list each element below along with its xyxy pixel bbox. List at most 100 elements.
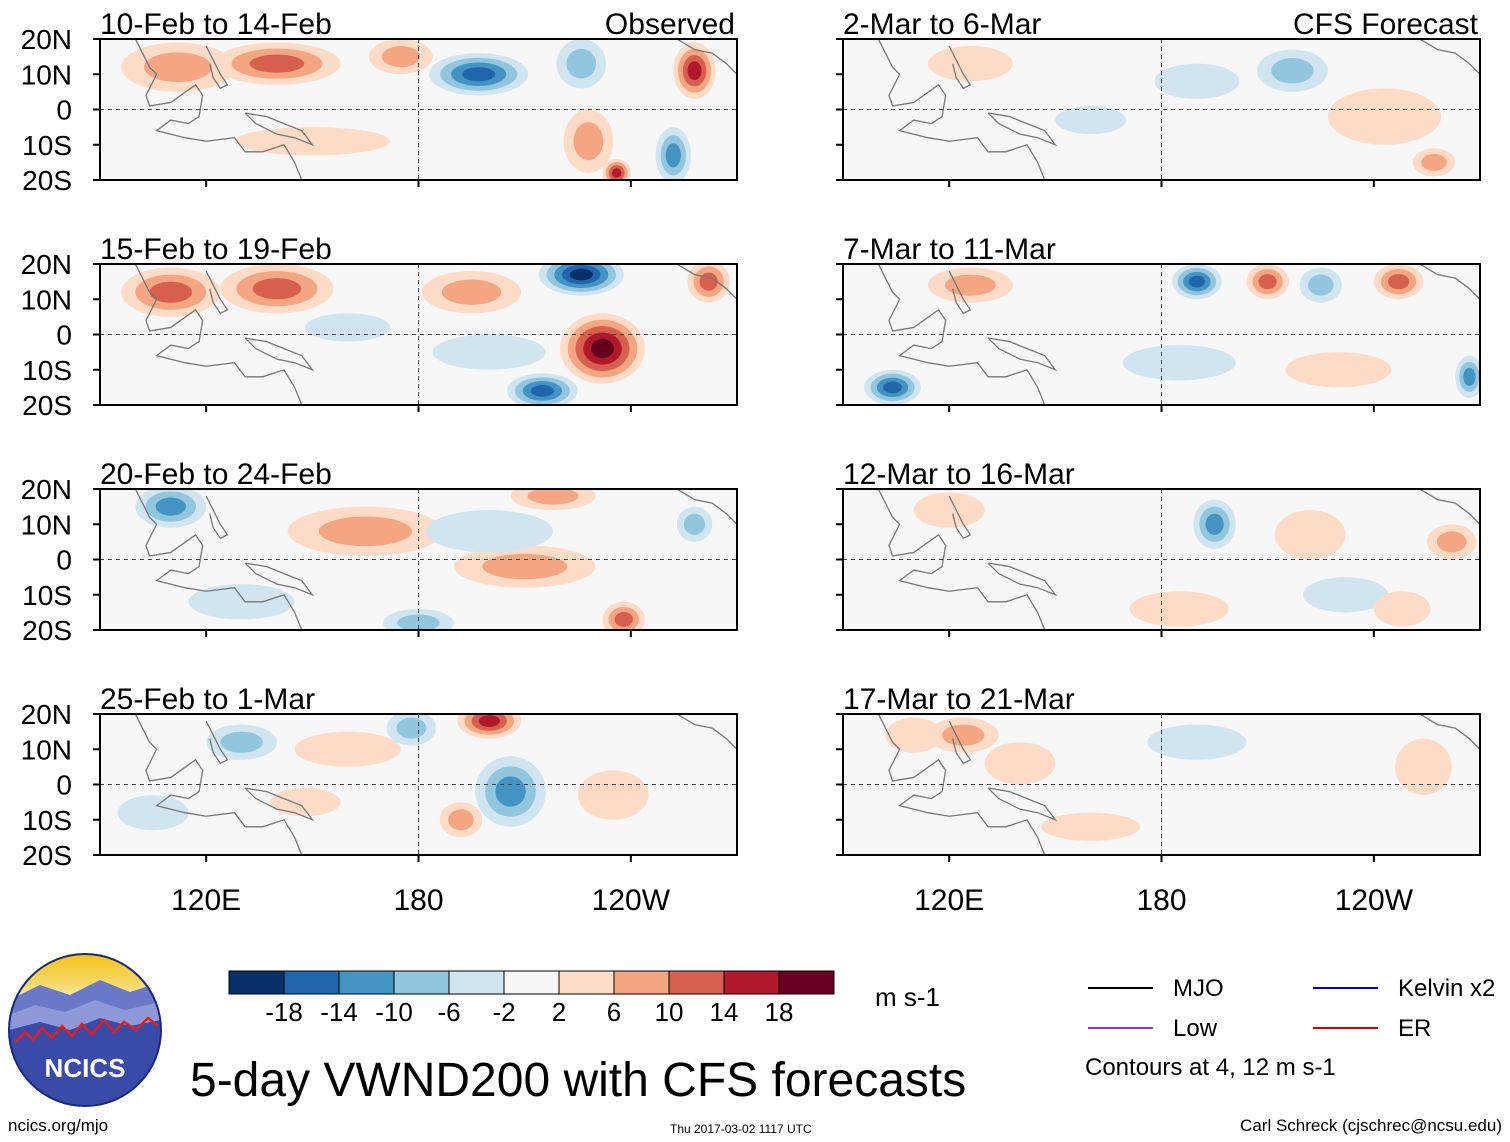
colorbar-label: 10 — [655, 997, 684, 1027]
anomaly-blob — [1258, 274, 1277, 290]
coastline — [1419, 489, 1480, 525]
x-tick-label: 120E — [171, 884, 241, 917]
anomaly-blob — [569, 268, 593, 281]
anomaly-blob — [1055, 105, 1127, 135]
anomaly-blob — [249, 54, 305, 73]
legend-label: Kelvin x2 — [1398, 975, 1495, 1002]
anomaly-blob — [318, 516, 413, 547]
coastlines — [877, 39, 1480, 180]
map-panel: 17-Mar to 21-Mar — [836, 683, 1481, 862]
y-tick-label: 20S — [22, 390, 72, 421]
anomaly-blob — [530, 385, 555, 397]
coastline — [134, 489, 303, 630]
colorbar-swatch — [448, 970, 505, 995]
anomaly-blob — [448, 809, 474, 831]
y-tick-label: 20N — [21, 474, 72, 505]
coastline — [877, 714, 1046, 855]
anomaly-blob — [381, 46, 420, 68]
colorbar-units: m s-1 — [875, 982, 940, 1012]
panel-period: 15-Feb to 19-Feb — [100, 233, 332, 266]
anomaly-blob — [294, 731, 401, 767]
colorbar-swatch — [558, 970, 615, 995]
anomaly-blob — [1373, 591, 1431, 627]
coastlines — [877, 264, 1480, 405]
colorbar-swatch — [338, 970, 395, 995]
anomaly-blob — [305, 313, 391, 342]
y-tick-label: 10N — [21, 509, 72, 540]
coastline — [134, 39, 303, 180]
y-tick-label: 10S — [22, 355, 72, 386]
coastline — [987, 337, 1058, 372]
y-tick-label: 10S — [22, 130, 72, 161]
anomaly-blob — [482, 553, 568, 580]
map-panel: 15-Feb to 19-Feb 20N 10N 0 10S 20S — [21, 233, 738, 421]
colorbar-label: -18 — [265, 997, 303, 1027]
anomaly-blob — [1129, 591, 1229, 627]
map-panel: 20-Feb to 24-Feb 20N 10N 0 10S 20S — [21, 458, 738, 646]
coastlines — [134, 39, 737, 180]
x-tick-label: 120W — [1335, 884, 1414, 917]
legend-label: Low — [1173, 1015, 1218, 1042]
colorbar-swatch — [668, 970, 725, 995]
site-url[interactable]: ncics.org/mjo — [8, 1116, 108, 1135]
coastline — [948, 720, 972, 765]
legend: MJO Kelvin x2 Low ER — [1088, 975, 1495, 1042]
panel-period: 12-Mar to 16-Mar — [843, 458, 1075, 491]
anomaly-blob — [149, 281, 193, 303]
coastline — [244, 787, 315, 822]
anomaly-blob — [1387, 274, 1410, 290]
anomaly-blob — [1041, 812, 1141, 841]
anomaly-blob — [699, 272, 718, 291]
anomaly-blob — [590, 338, 615, 359]
coastline — [987, 112, 1058, 147]
panel-period: 25-Feb to 1-Mar — [100, 683, 315, 716]
y-tick-label: 10N — [21, 59, 72, 90]
figure-title: 5-day VWND200 with CFS forecasts — [190, 1054, 966, 1107]
coastline — [877, 489, 1046, 630]
colorbar: -18 -14 -10 -6 -2 2 6 10 14 18 — [228, 970, 835, 1027]
coastline — [244, 562, 315, 597]
coastline — [948, 270, 972, 315]
coastline — [676, 264, 737, 300]
x-tick-label: 180 — [393, 884, 443, 917]
anomaly-blob — [942, 724, 985, 746]
anomaly-blob — [234, 127, 391, 156]
coastline — [877, 264, 1046, 405]
anomaly-blob — [143, 52, 212, 83]
colorbar-label: 18 — [765, 997, 794, 1027]
anomaly-blob — [188, 584, 295, 620]
coastlines — [877, 714, 1480, 855]
coastline — [877, 39, 1046, 180]
y-tick-label: 10S — [22, 805, 72, 836]
anomaly-blob — [687, 61, 702, 81]
anomaly-blob — [1436, 531, 1467, 553]
colorbar-label: 2 — [552, 997, 566, 1027]
anomaly-blob — [1463, 367, 1476, 386]
y-tick-label: 10N — [21, 734, 72, 765]
coastline — [1419, 714, 1480, 750]
map-panel: 10-Feb to 14-Feb Observed 20N 10N 0 10S 20S — [21, 8, 738, 196]
colorbar-label: 14 — [710, 997, 739, 1027]
coastlines — [134, 489, 737, 630]
coastline — [244, 112, 315, 147]
coastline — [987, 787, 1058, 822]
ncics-logo: NCICS — [8, 953, 162, 1107]
column-label: Observed — [605, 8, 735, 41]
anomaly-blob — [1154, 63, 1240, 99]
y-tick-label: 0 — [56, 320, 72, 351]
anomaly-blob — [1395, 738, 1452, 796]
coastline — [948, 495, 972, 540]
anomaly-blob — [1122, 345, 1236, 381]
colorbar-label: -14 — [320, 997, 358, 1027]
coastlines — [877, 489, 1480, 630]
map-panel: 12-Mar to 16-Mar — [836, 458, 1481, 637]
anomaly-blob — [1285, 352, 1392, 388]
anomaly-blob — [944, 274, 996, 296]
panel-period: 10-Feb to 14-Feb — [100, 8, 332, 41]
colorbar-swatch — [228, 970, 285, 995]
coastline — [205, 45, 229, 90]
anomaly-blob — [885, 717, 943, 753]
y-tick-label: 20N — [21, 699, 72, 730]
panel-period: 17-Mar to 21-Mar — [843, 683, 1075, 716]
anomaly-blob — [1421, 153, 1447, 171]
